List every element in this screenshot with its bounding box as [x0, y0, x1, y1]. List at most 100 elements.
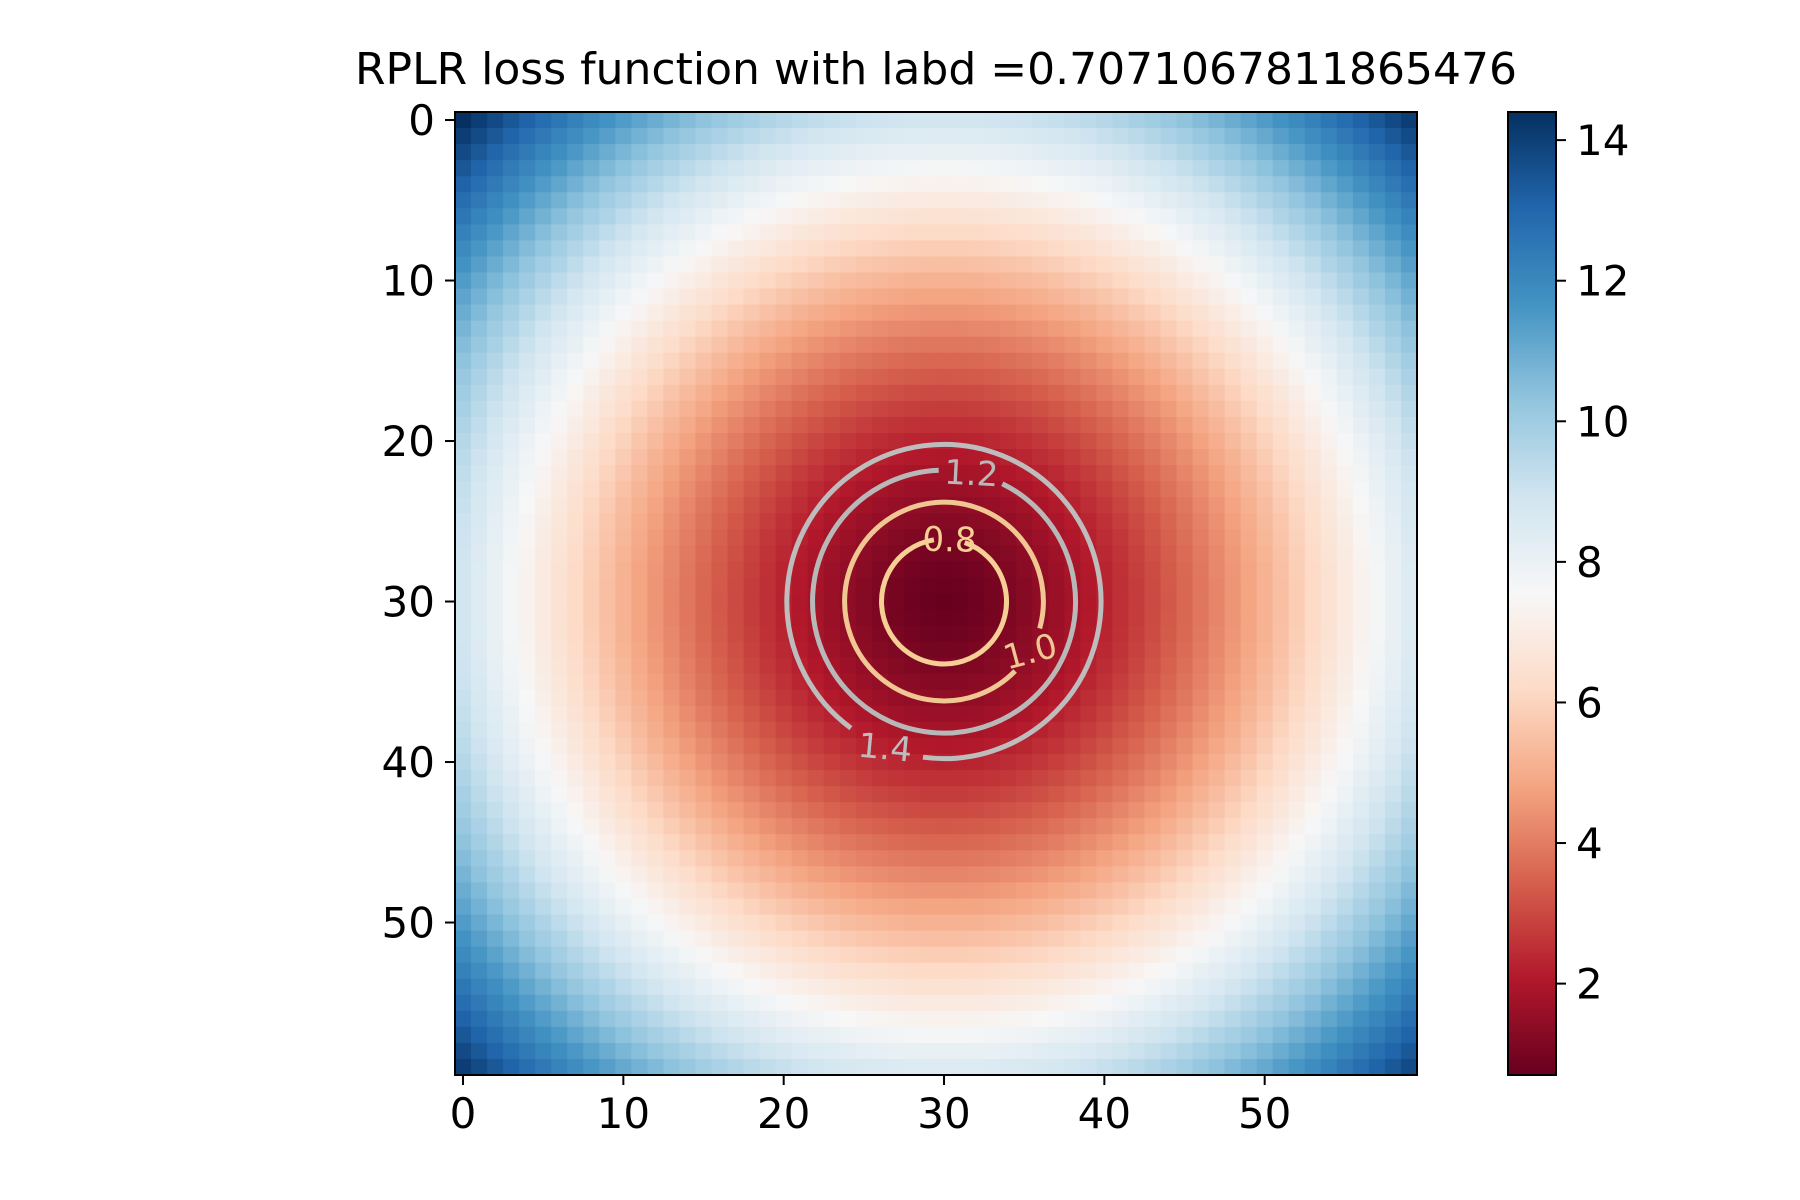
heatmap-cell: [984, 465, 1001, 482]
heatmap-cell: [535, 978, 552, 996]
heatmap-cell: [1016, 882, 1033, 900]
heatmap-cell: [968, 320, 985, 338]
heatmap-cell: [1128, 144, 1146, 161]
heatmap-cell: [1080, 208, 1097, 225]
heatmap-cell: [551, 818, 568, 835]
heatmap-cell: [791, 368, 809, 386]
heatmap-cell: [743, 320, 761, 338]
heatmap-cell: [599, 850, 616, 867]
heatmap-cell: [1032, 1058, 1049, 1076]
heatmap-cell: [503, 384, 520, 402]
heatmap-cell: [1144, 946, 1162, 964]
heatmap-cell: [775, 128, 793, 145]
heatmap-cell: [519, 737, 536, 755]
heatmap-cell: [919, 368, 937, 386]
heatmap-cell: [1176, 689, 1194, 707]
heatmap-cell: [1208, 368, 1226, 386]
heatmap-cell: [1320, 930, 1338, 948]
heatmap-cell: [807, 192, 825, 209]
heatmap-cell: [1064, 882, 1081, 900]
heatmap-cell: [551, 802, 568, 819]
heatmap-cell: [1240, 657, 1258, 675]
heatmap-cell: [567, 818, 584, 835]
heatmap-cell: [599, 689, 616, 707]
heatmap-cell: [1176, 144, 1194, 161]
heatmap-cell: [455, 336, 472, 354]
heatmap-cell: [631, 449, 648, 466]
heatmap-cell: [1208, 882, 1226, 900]
heatmap-cell: [823, 834, 841, 851]
heatmap-cell: [519, 449, 536, 466]
heatmap-cell: [759, 962, 777, 980]
heatmap-cell: [1256, 336, 1274, 354]
heatmap-cell: [1304, 192, 1322, 209]
heatmap-cell: [1336, 866, 1354, 883]
heatmap-cell: [1160, 336, 1178, 354]
heatmap-cell: [759, 673, 777, 691]
heatmap-cell: [631, 513, 648, 530]
heatmap-cell: [1368, 144, 1386, 161]
heatmap-cell: [727, 481, 745, 498]
heatmap-cell: [743, 593, 761, 611]
heatmap-cell: [583, 866, 600, 883]
heatmap-cell: [759, 288, 777, 306]
heatmap-cell: [1384, 850, 1402, 867]
heatmap-cell: [503, 962, 520, 980]
heatmap-cell: [1400, 112, 1418, 129]
heatmap-cell: [1208, 641, 1226, 659]
heatmap-cell: [1384, 481, 1402, 498]
heatmap-cell: [519, 352, 536, 370]
heatmap-cell: [968, 1042, 985, 1060]
heatmap-cell: [807, 850, 825, 867]
heatmap-cell: [1000, 224, 1017, 241]
heatmap-cell: [615, 930, 632, 948]
heatmap-cell: [567, 737, 584, 755]
heatmap-cell: [919, 882, 937, 900]
heatmap-cell: [503, 433, 520, 450]
heatmap-cell: [455, 272, 472, 290]
heatmap-cell: [551, 962, 568, 980]
heatmap-cell: [1032, 224, 1049, 241]
heatmap-cell: [695, 320, 713, 338]
heatmap-cell: [631, 208, 648, 225]
heatmap-cell: [919, 593, 937, 611]
heatmap-cell: [887, 818, 905, 835]
heatmap-cell: [679, 962, 697, 980]
heatmap-cell: [1288, 465, 1306, 482]
heatmap-cell: [1208, 481, 1226, 498]
heatmap-cell: [807, 898, 825, 916]
heatmap-cell: [1256, 737, 1274, 755]
heatmap-cell: [823, 593, 841, 611]
heatmap-cell: [519, 433, 536, 450]
heatmap-cell: [1224, 272, 1242, 290]
heatmap-cell: [1400, 1058, 1418, 1076]
heatmap-cell: [455, 433, 472, 450]
heatmap-cell: [455, 288, 472, 306]
heatmap-cell: [1336, 160, 1354, 177]
heatmap-cell: [984, 433, 1001, 450]
heatmap-cell: [711, 368, 729, 386]
heatmap-cell: [1224, 160, 1242, 177]
heatmap-cell: [455, 721, 472, 739]
heatmap-cell: [455, 352, 472, 370]
colorbar-tick-label: 6: [1576, 678, 1603, 727]
heatmap-cell: [1304, 320, 1322, 338]
heatmap-cell: [455, 128, 472, 145]
heatmap-cell: [1304, 914, 1322, 932]
heatmap-cell: [695, 818, 713, 835]
heatmap-cell: [1144, 144, 1162, 161]
heatmap-cell: [1336, 256, 1354, 274]
heatmap-cell: [1288, 481, 1306, 498]
heatmap-cell: [871, 1026, 889, 1044]
heatmap-cell: [1384, 802, 1402, 819]
heatmap-cell: [1352, 882, 1370, 900]
heatmap-cell: [823, 609, 841, 627]
heatmap-cell: [1368, 240, 1386, 258]
heatmap-cell: [599, 128, 616, 145]
heatmap-cell: [823, 144, 841, 161]
x-tick-label: 40: [1078, 1089, 1131, 1138]
heatmap-cell: [1112, 224, 1129, 241]
heatmap-cell: [1288, 818, 1306, 835]
heatmap-cell: [743, 481, 761, 498]
heatmap-cell: [503, 754, 520, 771]
